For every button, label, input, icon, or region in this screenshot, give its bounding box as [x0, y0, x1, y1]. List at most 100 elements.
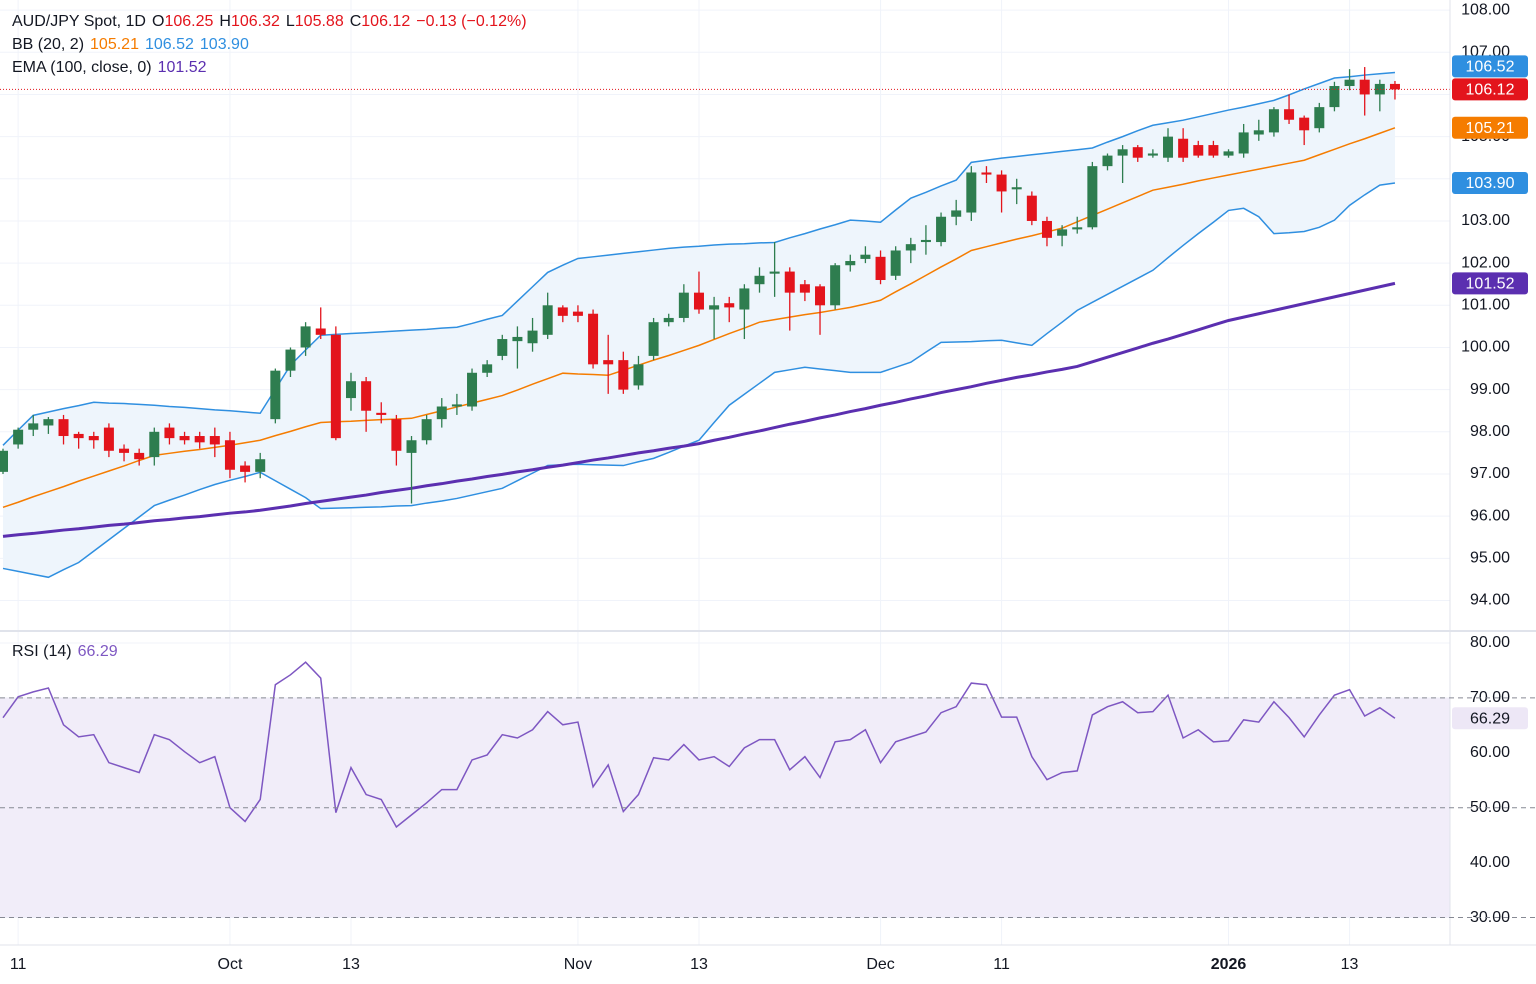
- indicator-name: BB (20, 2): [12, 36, 85, 53]
- candle-body: [678, 292, 689, 318]
- y-tick-label: 99.00: [1470, 381, 1510, 398]
- candle-body: [28, 423, 39, 430]
- x-tick-label: Oct: [218, 956, 243, 973]
- candle-body: [194, 436, 205, 443]
- indicator-line: [2, 127, 1396, 509]
- x-tick-label: 13: [690, 956, 708, 973]
- candle-body: [845, 261, 856, 266]
- candle-body: [1268, 109, 1279, 133]
- candle-body: [1132, 147, 1143, 158]
- price-badge: [1452, 116, 1528, 139]
- candle-body: [436, 406, 447, 420]
- candle-body: [1314, 107, 1325, 129]
- candle-body: [119, 448, 130, 453]
- x-tick-label: 11: [10, 956, 27, 973]
- candle-body: [1026, 195, 1037, 221]
- candle-body: [648, 322, 659, 356]
- candle-body: [769, 271, 780, 274]
- ohlc-label: O: [151, 13, 165, 30]
- indicator-line: [2, 281, 1396, 538]
- legend-row: BB (20, 2) 105.21 106.52 103.90: [12, 33, 533, 56]
- y-tick-label: 103.00: [1461, 212, 1510, 229]
- ohlc-value: 106.12: [361, 13, 411, 30]
- candle-body: [103, 427, 114, 451]
- candle-body: [406, 440, 417, 453]
- candle-body: [951, 210, 962, 217]
- rsi-line: [2, 661, 1396, 829]
- indicator-value: 101.52: [157, 59, 207, 76]
- candle-body: [1344, 79, 1355, 87]
- candle-body: [1087, 166, 1098, 228]
- candle-body: [315, 328, 326, 335]
- candle-body: [875, 256, 886, 280]
- y-tick-label: 80.00: [1470, 634, 1510, 651]
- candle-body: [1117, 149, 1128, 156]
- price-badge-label: 106.52: [1466, 59, 1515, 76]
- x-tick-label: 2026: [1211, 956, 1247, 973]
- price-badge: [1452, 272, 1528, 295]
- ohlc-value: 106.25: [164, 13, 214, 30]
- candle-body: [966, 172, 977, 213]
- candle-body: [13, 429, 24, 445]
- indicator-value: 103.90: [199, 36, 249, 53]
- candle-body: [300, 326, 311, 348]
- candle-body: [1011, 187, 1022, 190]
- y-tick-label: 40.00: [1470, 854, 1510, 871]
- y-tick-label: 97.00: [1470, 465, 1510, 482]
- y-tick-label: 60.00: [1470, 744, 1510, 761]
- ohlc-label: L: [285, 13, 295, 30]
- legend-row: EMA (100, close, 0) 101.52: [12, 56, 533, 79]
- candle-body: [1193, 145, 1204, 156]
- candle-body: [1102, 155, 1113, 167]
- y-tick-label: 30.00: [1470, 909, 1510, 926]
- candle-body: [1208, 145, 1219, 156]
- candle-body: [330, 334, 341, 439]
- y-tick-label: 96.00: [1470, 507, 1510, 524]
- legend-row: RSI (14) 66.29: [12, 640, 124, 663]
- price-badge: [1452, 55, 1528, 78]
- candle-body: [209, 436, 220, 445]
- candle-body: [512, 336, 523, 342]
- candle-body: [240, 465, 251, 472]
- candle-body: [527, 330, 538, 344]
- ohlc-label: C: [349, 13, 362, 30]
- legend-main: AUD/JPY Spot, 1D O106.25 H106.32 L105.88 C10…: [12, 10, 533, 79]
- candle-body: [179, 436, 190, 441]
- candle-body: [345, 381, 356, 399]
- price-badge: [1452, 707, 1528, 730]
- y-tick-label: 101.00: [1461, 297, 1510, 314]
- change-value: −0.13 (−0.12%): [416, 13, 527, 30]
- candle-body: [1374, 83, 1385, 95]
- ohlc-label: H: [219, 13, 231, 30]
- price-badge-label: 106.12: [1466, 82, 1515, 99]
- candle-body: [739, 288, 750, 310]
- candle-body: [43, 419, 54, 426]
- candle-body: [1284, 109, 1295, 120]
- candle-body: [376, 412, 387, 415]
- candle-body: [1359, 79, 1370, 95]
- indicator-name: EMA (100, close, 0): [12, 59, 152, 76]
- band-fill: [3, 72, 1395, 578]
- candle-body: [1147, 153, 1158, 156]
- ohlc-value: 106.32: [230, 13, 280, 30]
- candle-body: [860, 254, 871, 259]
- y-tick-label: 70.00: [1470, 689, 1510, 706]
- candle-body: [149, 431, 160, 458]
- candle-body: [754, 275, 765, 285]
- candle-body: [618, 360, 629, 390]
- candle-body: [572, 311, 583, 316]
- candle-body: [482, 364, 493, 373]
- candle-body: [815, 286, 826, 306]
- y-tick-label: 108.00: [1461, 1, 1510, 18]
- candle-body: [164, 427, 175, 439]
- candle-body: [224, 440, 235, 470]
- x-tick-label: Dec: [866, 956, 894, 973]
- legend-rsi: RSI (14) 66.29: [12, 640, 124, 663]
- x-tick-label: 13: [342, 956, 360, 973]
- candle-body: [1329, 86, 1340, 108]
- legend-row: AUD/JPY Spot, 1D O106.25 H106.32 L105.88 C10…: [12, 10, 533, 33]
- candle-body: [497, 339, 508, 356]
- candle-body: [633, 364, 644, 386]
- x-tick-label: 11: [993, 956, 1010, 973]
